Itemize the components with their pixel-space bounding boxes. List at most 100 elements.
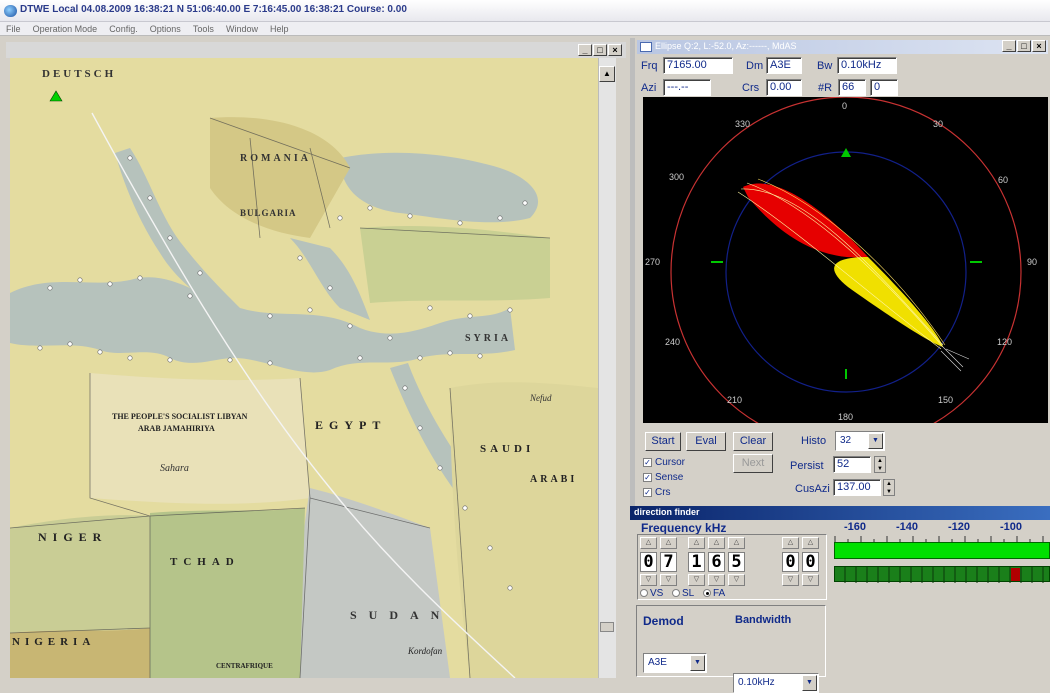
histo-select[interactable]: 32 ▼ — [835, 431, 885, 451]
sense-checkbox[interactable]: ✓ Sense — [643, 472, 683, 483]
vs-radio[interactable]: VS — [640, 588, 663, 599]
scale-label: -120 — [948, 521, 971, 533]
map-view[interactable]: DEUTSCH ROMANIA BULGARIA SYRIA THE PEOPL… — [10, 58, 598, 678]
r-field-1[interactable]: 66 — [838, 79, 866, 96]
freq-up-icon[interactable]: △ — [802, 537, 819, 549]
tick-marker — [845, 369, 847, 379]
freq-up-icon[interactable]: △ — [708, 537, 725, 549]
map-label: EGYPT — [315, 418, 387, 432]
menu-options[interactable]: Options — [149, 24, 181, 34]
radio-selected-icon — [703, 589, 711, 598]
polar-label-90: 90 — [1027, 257, 1038, 267]
scroll-thumb[interactable] — [600, 622, 614, 632]
frq-field[interactable]: 7165.00 — [663, 57, 733, 74]
menu-config[interactable]: Config. — [109, 24, 138, 34]
freq-digit[interactable]: 5 — [728, 552, 745, 572]
ellipse-window-title: Ellipse Q:2, L:-52.0, Az:------, MdAS — [655, 41, 797, 51]
chevron-down-icon[interactable]: ▼ — [802, 675, 817, 691]
checkbox-icon: ✓ — [643, 487, 652, 497]
freq-down-icon[interactable]: ▽ — [708, 574, 725, 586]
bandwidth-select[interactable]: 0.10kHz ▼ — [733, 673, 819, 693]
frq-label: Frq — [641, 60, 658, 72]
freq-down-icon[interactable]: ▽ — [782, 574, 799, 586]
freq-up-icon[interactable]: △ — [782, 537, 799, 549]
chevron-down-icon[interactable]: ▼ — [868, 433, 883, 449]
menu-help[interactable]: Help — [270, 24, 289, 34]
histo-label: Histo — [801, 435, 827, 447]
chevron-down-icon[interactable]: ▼ — [690, 655, 705, 671]
clear-button[interactable]: Clear — [733, 432, 773, 451]
map-label: SYRIA — [465, 333, 512, 344]
polar-label-150: 150 — [938, 395, 954, 405]
map-label: THE PEOPLE'S SOCIALIST LIBYAN — [112, 412, 248, 421]
freq-digit[interactable]: 7 — [660, 552, 677, 572]
persist-label: Persist — [790, 460, 824, 472]
map-label: DEUTSCH — [42, 68, 117, 80]
bandwidth-label: Bandwidth — [735, 614, 792, 626]
map-label: ROMANIA — [240, 153, 311, 164]
fa-label: FA — [713, 588, 726, 599]
freq-down-icon[interactable]: ▽ — [688, 574, 705, 586]
r-field-2[interactable]: 0 — [870, 79, 898, 96]
azi-field[interactable]: ---.-- — [663, 79, 711, 96]
next-button[interactable]: Next — [733, 454, 773, 473]
ellipse-plot — [737, 178, 970, 372]
cusazi-field[interactable]: 137.00 — [833, 479, 881, 496]
polar-label-0: 0 — [842, 101, 848, 111]
freq-down-icon[interactable]: ▽ — [640, 574, 657, 586]
crs-checkbox-label: Crs — [655, 487, 671, 498]
maximize-icon[interactable]: □ — [593, 44, 607, 56]
bw-field[interactable]: 0.10kHz — [837, 57, 897, 74]
crs-field[interactable]: 0.00 — [766, 79, 802, 96]
freq-up-icon[interactable]: △ — [688, 537, 705, 549]
menu-file[interactable]: File — [6, 24, 21, 34]
frequency-panel — [637, 534, 827, 600]
map-label: NIGERIA — [12, 636, 96, 648]
freq-up-icon[interactable]: △ — [728, 537, 745, 549]
cusazi-spinner-icon[interactable]: ▲ ▼ — [883, 479, 895, 496]
freq-digit[interactable]: 0 — [782, 552, 799, 572]
map-canvas[interactable] — [10, 58, 598, 678]
sl-radio[interactable]: SL — [672, 588, 694, 599]
freq-up-icon[interactable]: △ — [640, 537, 657, 549]
freq-down-icon[interactable]: ▽ — [660, 574, 677, 586]
persist-field[interactable]: 52 — [833, 456, 871, 473]
bandwidth-value: 0.10kHz — [738, 677, 775, 688]
demod-value: A3E — [648, 657, 667, 668]
freq-digit[interactable]: 6 — [708, 552, 725, 572]
map-window-controls: _ □ × — [577, 44, 622, 56]
menu-window[interactable]: Window — [225, 24, 258, 34]
fa-radio[interactable]: FA — [703, 588, 725, 599]
close-icon[interactable]: × — [608, 44, 622, 56]
eval-button[interactable]: Eval — [686, 432, 726, 451]
persist-spinner-icon[interactable]: ▲ ▼ — [874, 456, 886, 473]
map-label: Kordofan — [408, 646, 443, 656]
freq-digit[interactable]: 0 — [640, 552, 657, 572]
freq-digit[interactable]: 1 — [688, 552, 705, 572]
menu-tools[interactable]: Tools — [192, 24, 214, 34]
start-button[interactable]: Start — [645, 432, 681, 451]
dm-field[interactable]: A3E — [766, 57, 802, 74]
minimize-icon[interactable]: _ — [578, 44, 592, 56]
maximize-icon[interactable]: □ — [1017, 40, 1031, 52]
cursor-checkbox[interactable]: ✓ Cursor — [643, 457, 685, 468]
minimize-icon[interactable]: _ — [1002, 40, 1016, 52]
scale-label: -100 — [1000, 521, 1023, 533]
polar-ellipse-display[interactable]: 0 30 60 90 120 150 180 210 240 270 300 3… — [643, 96, 1048, 448]
freq-up-icon[interactable]: △ — [660, 537, 677, 549]
pane-divider[interactable] — [630, 38, 635, 678]
map-scrollbar[interactable] — [598, 58, 616, 678]
dm-label: Dm — [746, 60, 764, 72]
freq-down-icon[interactable]: ▽ — [802, 574, 819, 586]
menu-operation-mode[interactable]: Operation Mode — [32, 24, 98, 34]
app-globe-icon[interactable] — [4, 5, 17, 17]
close-icon[interactable]: × — [1032, 40, 1046, 52]
freq-down-icon[interactable]: ▽ — [728, 574, 745, 586]
demod-select[interactable]: A3E ▼ — [643, 653, 707, 673]
ellipse-window-titlebar: Ellipse Q:2, L:-52.0, Az:------, MdAS _ □… — [637, 40, 1048, 54]
crs-checkbox[interactable]: ✓ Crs — [643, 487, 671, 498]
polar-label-270: 270 — [645, 257, 661, 267]
freq-digit[interactable]: 0 — [802, 552, 819, 572]
signal-level-bar — [834, 542, 1050, 559]
scroll-up-icon[interactable]: ▲ — [599, 66, 615, 82]
